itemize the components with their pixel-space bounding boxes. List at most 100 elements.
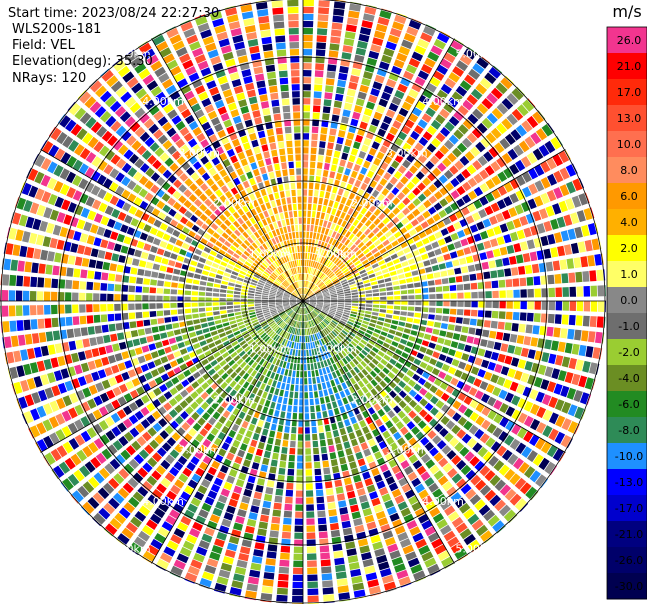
gate-cell [214, 364, 221, 371]
gate-cell [397, 236, 405, 243]
gate-cell [556, 301, 563, 311]
gate-cell [419, 247, 427, 254]
gate-cell [255, 304, 261, 306]
gate-cell [541, 352, 549, 362]
gate-cell [381, 226, 388, 233]
gate-cell [332, 15, 343, 23]
gate-cell [394, 291, 401, 295]
gate-cell [140, 232, 148, 240]
gate-cell [262, 305, 268, 307]
gate-cell [245, 482, 254, 490]
gate-cell [333, 544, 343, 552]
gate-cell [492, 311, 499, 319]
gate-cell [388, 235, 395, 242]
gate-cell [303, 154, 308, 160]
gate-cell [3, 321, 10, 332]
gate-cell [369, 274, 376, 279]
gate-cell [368, 407, 375, 415]
gate-cell [16, 291, 22, 302]
gate-cell [43, 236, 51, 247]
gate-cell [323, 170, 329, 177]
gate-cell [157, 318, 164, 324]
gate-cell [185, 284, 192, 289]
gate-cell [291, 378, 295, 385]
gate-cell [597, 316, 604, 327]
gate-cell [358, 310, 365, 313]
gate-cell [347, 132, 355, 140]
gate-cell [312, 211, 316, 218]
gate-cell [291, 427, 296, 434]
gate-cell [324, 163, 330, 170]
gate-cell [305, 336, 307, 342]
gate-cell [173, 351, 181, 358]
gate-cell [150, 279, 157, 285]
gate-cell [372, 413, 380, 421]
gate-cell [338, 73, 347, 81]
gate-cell [76, 340, 84, 349]
gate-cell [324, 99, 332, 106]
gate-cell [321, 566, 331, 573]
gate-cell [133, 339, 141, 347]
gate-cell [318, 0, 329, 7]
gate-cell [233, 486, 242, 494]
gate-cell [310, 169, 315, 176]
gate-cell [391, 367, 399, 374]
gate-cell [196, 330, 203, 336]
gate-cell [325, 214, 330, 221]
gate-cell [307, 260, 309, 266]
gate-cell [93, 282, 100, 290]
gate-cell [236, 168, 244, 176]
gate-cell [215, 218, 223, 225]
gate-cell [331, 530, 340, 537]
gate-cell [430, 258, 437, 265]
gate-cell [142, 345, 150, 353]
gate-cell [211, 331, 218, 336]
gate-cell [516, 254, 524, 263]
gate-cell [452, 259, 460, 266]
gate-cell [349, 498, 358, 506]
gate-cell [295, 519, 303, 525]
gate-cell [408, 295, 414, 299]
gate-cell [198, 297, 204, 301]
gate-cell [319, 390, 324, 397]
gate-cell [353, 164, 360, 172]
gate-cell [323, 389, 328, 396]
gate-cell [300, 378, 303, 384]
gate-cell [294, 547, 303, 553]
gate-cell [282, 404, 287, 411]
gate-cell [490, 270, 497, 278]
gate-cell [74, 328, 81, 337]
gate-cell [534, 313, 541, 322]
gate-cell [363, 138, 371, 146]
gate-cell [312, 126, 319, 133]
gate-cell [371, 316, 378, 320]
gate-cell [316, 233, 320, 240]
gate-cell [492, 281, 499, 289]
gate-cell [305, 455, 311, 461]
gate-cell [245, 149, 253, 157]
gate-cell [324, 375, 329, 382]
gate-cell [443, 286, 450, 292]
gate-cell [510, 232, 518, 242]
gate-cell [382, 217, 390, 224]
gate-cell [283, 398, 288, 405]
gate-cell [325, 85, 334, 92]
gate-cell [20, 349, 28, 360]
gate-cell [341, 116, 349, 124]
gate-cell [494, 342, 502, 351]
gate-cell [304, 357, 306, 363]
gate-cell [270, 402, 276, 409]
gate-cell [299, 392, 303, 398]
gate-cell [214, 316, 221, 320]
gate-cell [384, 323, 391, 328]
gate-cell [391, 341, 398, 347]
gate-cell [327, 222, 332, 229]
gate-cell [86, 282, 93, 290]
gate-cell [292, 371, 296, 378]
gate-cell [73, 269, 80, 278]
gate-cell [205, 364, 213, 371]
gate-cell [363, 280, 370, 284]
gate-cell [299, 399, 303, 405]
gate-cell [127, 227, 135, 236]
gate-cell [326, 432, 332, 439]
